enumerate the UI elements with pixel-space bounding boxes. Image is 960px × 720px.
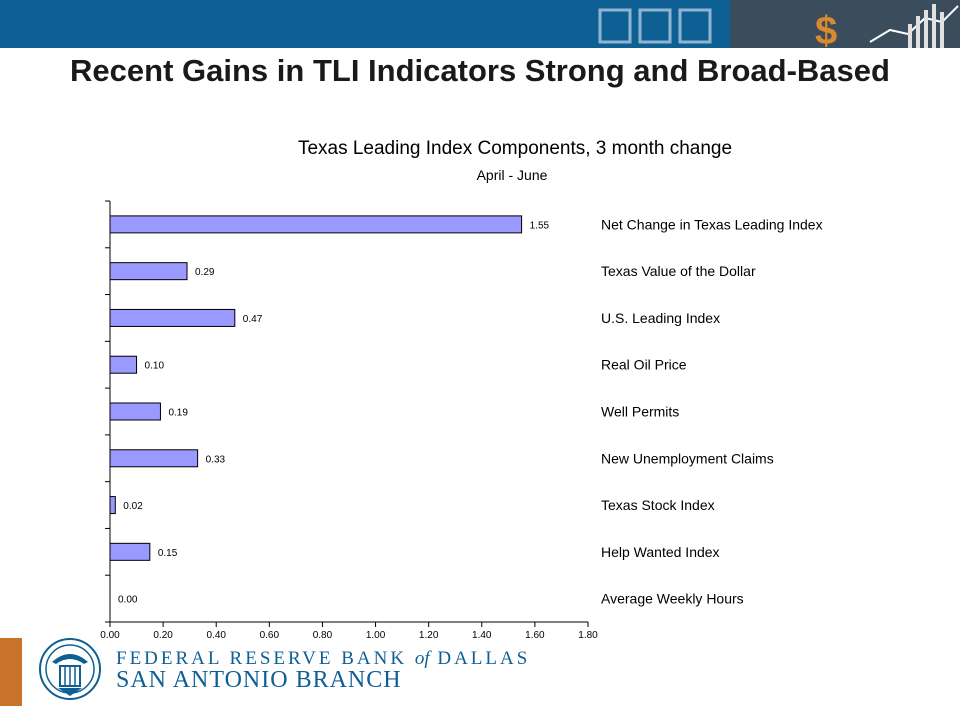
x-tick-label: 0.60 [260,630,280,640]
bar [109,215,523,234]
category-label: Help Wanted Index [601,544,720,560]
bar [109,355,138,374]
bank-name-of: of [414,648,430,669]
bar [109,449,199,468]
chart-area: Texas Leading Index Components, 3 month … [0,130,960,640]
category-label: U.S. Leading Index [601,310,720,326]
x-tick-label: 1.20 [419,630,439,640]
data-label: 0.10 [145,361,165,372]
category-label: Texas Value of the Dollar [601,263,756,279]
bar-chart: Texas Leading Index Components, 3 month … [100,138,823,640]
x-tick-label: 0.20 [153,630,173,640]
x-tick-label: 0.40 [206,630,226,640]
bank-name-part: DALLAS [437,648,531,669]
category-label: Net Change in Texas Leading Index [601,216,823,232]
category-label: Texas Stock Index [601,497,715,513]
x-tick-label: 1.80 [578,630,598,640]
category-label: Well Permits [601,404,679,420]
svg-text:$: $ [815,9,837,48]
x-tick-label: 1.60 [525,630,545,640]
data-label: 0.29 [195,267,215,278]
x-tick-label: 0.00 [100,630,120,640]
chart-title: Texas Leading Index Components, 3 month … [298,138,732,159]
bank-name-part: FEDERAL RESERVE BANK [116,648,408,669]
x-tick-label: 0.80 [313,630,333,640]
bar [109,542,151,561]
data-label: 0.15 [158,548,178,559]
category-label: New Unemployment Claims [601,450,774,466]
bank-name: FEDERAL RESERVE BANK of DALLAS [116,648,530,670]
bar [109,262,188,281]
data-label: 0.00 [118,595,138,606]
bar [109,402,161,421]
slide-title: Recent Gains in TLI Indicators Strong an… [70,53,890,88]
branch-name: SAN ANTONIO BRANCH [116,667,402,693]
bar [109,496,116,515]
seal-logo [39,638,101,700]
data-label: 0.47 [243,314,263,325]
data-label: 0.19 [168,408,188,419]
left-accent-bar [0,638,22,706]
category-label: Average Weekly Hours [601,591,744,607]
chart-subtitle: April - June [477,167,548,183]
data-label: 0.02 [123,501,143,512]
category-label: Real Oil Price [601,357,687,373]
banner-decoration: $ [598,0,960,48]
top-banner: $ [0,0,960,48]
x-tick-label: 1.00 [366,630,386,640]
bar [109,308,236,327]
data-label: 1.55 [530,220,550,231]
x-tick-label: 1.40 [472,630,492,640]
data-label: 0.33 [206,454,226,465]
